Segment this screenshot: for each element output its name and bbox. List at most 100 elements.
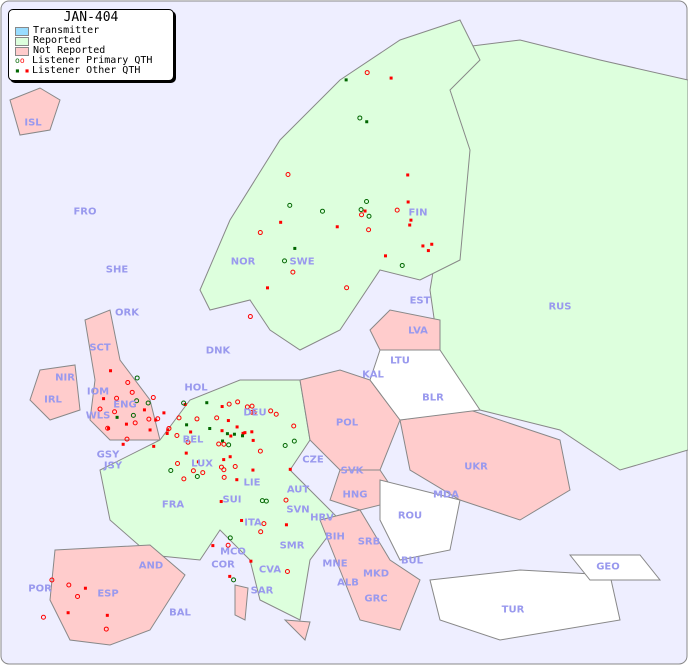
listener-other-dot bbox=[152, 444, 156, 448]
listener-primary-dot bbox=[394, 207, 400, 213]
listener-other-dot bbox=[107, 426, 111, 430]
listener-other-dot bbox=[335, 225, 339, 229]
country-label-sar: SAR bbox=[250, 585, 274, 597]
swatch-reported bbox=[15, 36, 29, 46]
listener-other-dot bbox=[406, 173, 410, 177]
listener-other-dot bbox=[249, 559, 253, 563]
country-label-esp: ESP bbox=[97, 588, 119, 600]
swatch-not-reported bbox=[15, 46, 29, 56]
listener-other-dot bbox=[365, 120, 369, 124]
listener-other-dot bbox=[284, 523, 288, 527]
listener-primary-dot bbox=[221, 467, 227, 473]
listener-primary-dot bbox=[174, 433, 180, 439]
listener-other-dot bbox=[166, 428, 170, 432]
listener-primary-dot bbox=[66, 582, 72, 588]
listener-primary-dot bbox=[283, 497, 289, 503]
country-label-nor: NOR bbox=[230, 256, 256, 268]
legend-label: Listener Primary QTH bbox=[32, 55, 153, 66]
listener-primary-dot bbox=[231, 577, 237, 583]
listener-primary-dot bbox=[134, 398, 140, 404]
country-label-and: AND bbox=[138, 560, 164, 572]
listener-primary-dot bbox=[249, 409, 255, 415]
listener-other-dot bbox=[184, 451, 188, 455]
listener-other-dot bbox=[228, 574, 232, 578]
listener-primary-dot bbox=[155, 416, 161, 422]
listener-primary-dot bbox=[130, 412, 136, 418]
legend-transmitter: Transmitter bbox=[9, 26, 173, 36]
country-label-wls: WLS bbox=[85, 410, 111, 422]
listener-primary-dot bbox=[194, 474, 200, 480]
country-label-svn: SVN bbox=[286, 504, 310, 516]
country-label-deu: DEU bbox=[243, 407, 267, 419]
listener-primary-dot bbox=[258, 529, 264, 535]
country-label-blr: BLR bbox=[422, 392, 444, 404]
country-label-tur: TUR bbox=[501, 604, 525, 616]
country-label-lux: LUX bbox=[191, 458, 213, 470]
listener-primary-dot bbox=[221, 441, 227, 447]
listener-primary-dot bbox=[244, 404, 250, 410]
listener-other-dot bbox=[66, 611, 70, 615]
listener-other-dot bbox=[142, 408, 146, 412]
circle-icon: oo bbox=[15, 56, 25, 65]
listener-primary-dot bbox=[75, 593, 81, 599]
country-label-eng: ENG bbox=[113, 399, 137, 411]
country-label-hng: HNG bbox=[342, 489, 368, 501]
legend-label: Not Reported bbox=[33, 45, 106, 56]
listener-other-dot bbox=[83, 586, 87, 590]
country-label-smr: SMR bbox=[279, 540, 305, 552]
legend-title: JAN-404 bbox=[63, 10, 119, 25]
listener-primary-dot bbox=[129, 389, 135, 395]
listener-primary-dot bbox=[181, 476, 187, 482]
country-lva bbox=[369, 309, 441, 351]
listener-other-dot bbox=[235, 425, 239, 429]
listener-primary-dot bbox=[319, 208, 325, 214]
listener-primary-dot bbox=[284, 568, 290, 574]
country-label-hrv: HRV bbox=[310, 512, 334, 524]
listener-other-dot bbox=[220, 405, 224, 409]
listener-primary-dot bbox=[103, 626, 109, 632]
listener-primary-dot bbox=[359, 212, 365, 218]
listener-primary-dot bbox=[194, 416, 200, 422]
listener-other-dot bbox=[251, 438, 255, 442]
country-label-pol: POL bbox=[335, 417, 359, 429]
listener-primary-dot bbox=[291, 423, 297, 429]
country-label-cor: COR bbox=[211, 559, 235, 571]
listener-primary-dot bbox=[40, 614, 46, 620]
country-label-rou: ROU bbox=[397, 510, 423, 522]
listener-primary-dot bbox=[399, 262, 405, 268]
country-label-bih: BIH bbox=[325, 531, 345, 543]
listener-other-dot bbox=[105, 613, 109, 617]
listener-primary-dot bbox=[145, 400, 151, 406]
legend-reported: Reported bbox=[9, 36, 173, 46]
listener-other-dot bbox=[148, 428, 152, 432]
listener-primary-dot bbox=[125, 380, 131, 386]
country-label-srb: SRB bbox=[357, 536, 381, 548]
country-ukr bbox=[399, 409, 571, 521]
listener-primary-dot bbox=[181, 400, 187, 406]
listener-other-dot bbox=[363, 209, 367, 213]
listener-other-dot bbox=[430, 242, 434, 246]
country-label-lie: LIE bbox=[243, 477, 261, 489]
listener-primary-dot bbox=[218, 464, 224, 470]
country-tur bbox=[429, 569, 621, 641]
country-label-ork: ORK bbox=[115, 307, 139, 319]
country-label-hol: HOL bbox=[184, 382, 208, 394]
country-label-mkd: MKD bbox=[362, 568, 390, 580]
legend-label: Listener Other QTH bbox=[32, 65, 141, 76]
listener-primary-dot bbox=[185, 439, 191, 445]
country-ltu-blr bbox=[369, 349, 481, 421]
listener-other-dot bbox=[109, 369, 113, 373]
country-label-mne: MNE bbox=[322, 558, 348, 570]
listener-other-dot bbox=[162, 411, 166, 415]
listener-primary-dot bbox=[226, 442, 232, 448]
listener-primary-dot bbox=[97, 406, 103, 412]
country-label-fro: FRO bbox=[73, 206, 97, 218]
listener-primary-dot bbox=[190, 468, 196, 474]
listener-primary-dot bbox=[290, 269, 296, 275]
listener-primary-dot bbox=[214, 415, 220, 421]
listener-other-dot bbox=[232, 432, 236, 436]
country-label-jsy: JSY bbox=[103, 460, 123, 472]
country-label-lva: LVA bbox=[408, 325, 428, 337]
listener-other-dot bbox=[241, 431, 245, 435]
